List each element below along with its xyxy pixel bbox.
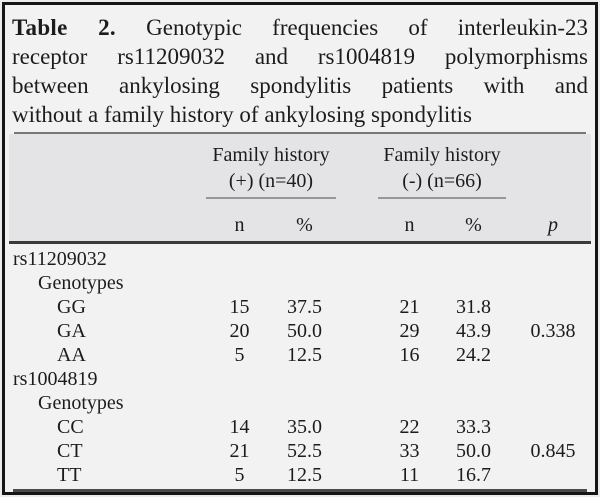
cell-pct-positive: 50.0 (287, 320, 322, 342)
cell-n-positive: 5 (234, 464, 245, 486)
subsection-row-genotypes: Genotypes (9, 391, 591, 415)
cell-pct-negative: 16.7 (456, 464, 491, 486)
cell-pct-positive: 52.5 (287, 440, 322, 462)
table-row-ct: CT 21 52.5 33 50.0 0.845 (9, 439, 591, 463)
genotype-label: CT (57, 440, 83, 462)
group1-line2: (+) (n=40) (228, 170, 314, 192)
cell-pct-negative: 43.9 (456, 320, 491, 342)
column-group-family-history-positive: Family history (+) (n=40) (206, 142, 336, 199)
genotype-label: TT (57, 464, 82, 486)
genotypes-label: Genotypes (38, 392, 124, 414)
header-group-row: Family history (+) (n=40) Family history… (9, 142, 591, 199)
group2-line2: (-) (n=66) (402, 170, 482, 192)
cell-pct-negative: 50.0 (456, 440, 491, 462)
snp-label: rs1004819 (13, 368, 98, 390)
cell-n-negative: 21 (399, 296, 420, 318)
table-row-ga: GA 20 50.0 29 43.9 0.338 (9, 319, 591, 343)
genotype-label: AA (57, 344, 86, 366)
genotype-label: GA (57, 320, 86, 342)
header-n-negative: n (404, 214, 415, 236)
cell-n-negative: 16 (399, 344, 420, 366)
table-row-aa: AA 5 12.5 16 24.2 (9, 343, 591, 367)
table-caption: Table 2. Genotypic frequencies of interl… (9, 5, 591, 132)
cell-pct-positive: 35.0 (287, 416, 322, 438)
cell-pct-negative: 33.3 (456, 416, 491, 438)
caption-line-2: receptor rs11209032 and rs1004819 polymo… (12, 44, 588, 69)
header-subrow: n % n % p (9, 199, 591, 241)
genotypes-label: Genotypes (38, 272, 124, 294)
table-row-cc: CC 14 35.0 22 33.3 (9, 415, 591, 439)
cell-pct-negative: 24.2 (456, 344, 491, 366)
cell-n-negative: 22 (399, 416, 420, 438)
table-row-gg: GG 15 37.5 21 31.8 (9, 295, 591, 319)
cell-n-positive: 20 (229, 320, 250, 342)
cell-pct-positive: 37.5 (287, 296, 322, 318)
caption-line-4: without a family history of ankylosing s… (12, 102, 472, 127)
header-pct-negative: % (465, 214, 482, 236)
subsection-row-genotypes: Genotypes (9, 271, 591, 295)
table-bottom-rule (13, 489, 587, 492)
cell-n-negative: 11 (399, 464, 420, 486)
cell-n-positive: 5 (234, 344, 245, 366)
caption-divider-rule (14, 132, 586, 134)
header-p-value: p (548, 214, 558, 236)
table-body: rs11209032 Genotypes GG 15 37.5 21 31.8 … (9, 244, 591, 492)
caption-line-1: Table 2. Genotypic frequencies of interl… (12, 13, 588, 42)
column-group-family-history-negative: Family history (-) (n=66) (378, 142, 506, 199)
genotype-label: CC (57, 416, 84, 438)
cell-n-positive: 15 (229, 296, 250, 318)
group2-line1: Family history (383, 144, 501, 166)
group1-line1: Family history (212, 144, 330, 166)
cell-pct-negative: 31.8 (456, 296, 491, 318)
table-header-band: Family history (+) (n=40) Family history… (9, 134, 591, 244)
genotype-label: GG (57, 296, 86, 318)
table-number-label: Table 2. (12, 15, 116, 40)
cell-n-negative: 33 (399, 440, 420, 462)
cell-p-value: 0.338 (530, 320, 576, 342)
section-row-rs1004819: rs1004819 (9, 367, 591, 391)
cell-n-negative: 29 (399, 320, 420, 342)
section-row-rs11209032: rs11209032 (9, 247, 591, 271)
cell-n-positive: 14 (229, 416, 250, 438)
caption-line-3: between ankylosing spondylitis patients … (12, 73, 588, 98)
caption-line-1-text: Genotypic frequencies of interleukin-23 (146, 15, 588, 40)
header-pct-positive: % (296, 214, 313, 236)
cell-p-value: 0.845 (530, 440, 576, 462)
cell-pct-positive: 12.5 (287, 344, 322, 366)
cell-n-positive: 21 (229, 440, 250, 462)
table-row-tt: TT 5 12.5 11 16.7 (9, 463, 591, 487)
cell-pct-positive: 12.5 (287, 464, 322, 486)
snp-label: rs11209032 (13, 248, 107, 270)
header-n-positive: n (234, 214, 245, 236)
